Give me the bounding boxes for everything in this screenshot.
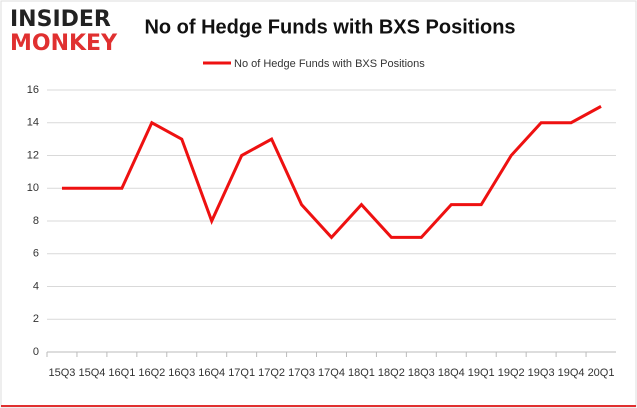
x-tick-label: 18Q1 (348, 367, 375, 379)
y-tick-label: 12 (27, 149, 39, 161)
y-tick-label: 0 (33, 346, 39, 358)
x-tick-label: 15Q4 (78, 367, 105, 379)
logo-top: INSIDER (10, 7, 111, 32)
y-tick-label: 2 (33, 313, 39, 325)
y-tick-label: 6 (33, 248, 39, 260)
x-tick-label: 17Q1 (228, 367, 255, 379)
x-tick-label: 19Q4 (558, 367, 585, 379)
y-tick-label: 10 (27, 182, 39, 194)
legend-label: No of Hedge Funds with BXS Positions (234, 58, 425, 70)
x-tick-label: 15Q3 (49, 367, 76, 379)
x-tick-label: 17Q2 (258, 367, 285, 379)
x-tick-label: 17Q3 (288, 367, 315, 379)
x-tick-label: 16Q3 (168, 367, 195, 379)
y-tick-label: 16 (27, 84, 39, 96)
y-tick-label: 4 (33, 280, 39, 292)
y-tick-label: 8 (33, 215, 39, 227)
x-tick-label: 20Q1 (588, 367, 615, 379)
line-series (61, 105, 602, 240)
x-tick-label: 16Q4 (198, 367, 225, 379)
x-tick-label: 16Q2 (138, 367, 165, 379)
x-tick-label: 16Q1 (108, 367, 135, 379)
y-tick-label: 14 (27, 117, 39, 129)
chart-title: No of Hedge Funds with BXS Positions (144, 16, 515, 38)
logo-bottom: MONKEY (10, 31, 118, 56)
x-tick-label: 19Q3 (528, 367, 555, 379)
x-tick-label: 18Q4 (438, 367, 465, 379)
x-tick-label: 19Q2 (498, 367, 525, 379)
x-tick-label: 18Q3 (408, 367, 435, 379)
x-tick-label: 17Q4 (318, 367, 345, 379)
x-tick-label: 19Q1 (468, 367, 495, 379)
x-tick-label: 18Q2 (378, 367, 405, 379)
